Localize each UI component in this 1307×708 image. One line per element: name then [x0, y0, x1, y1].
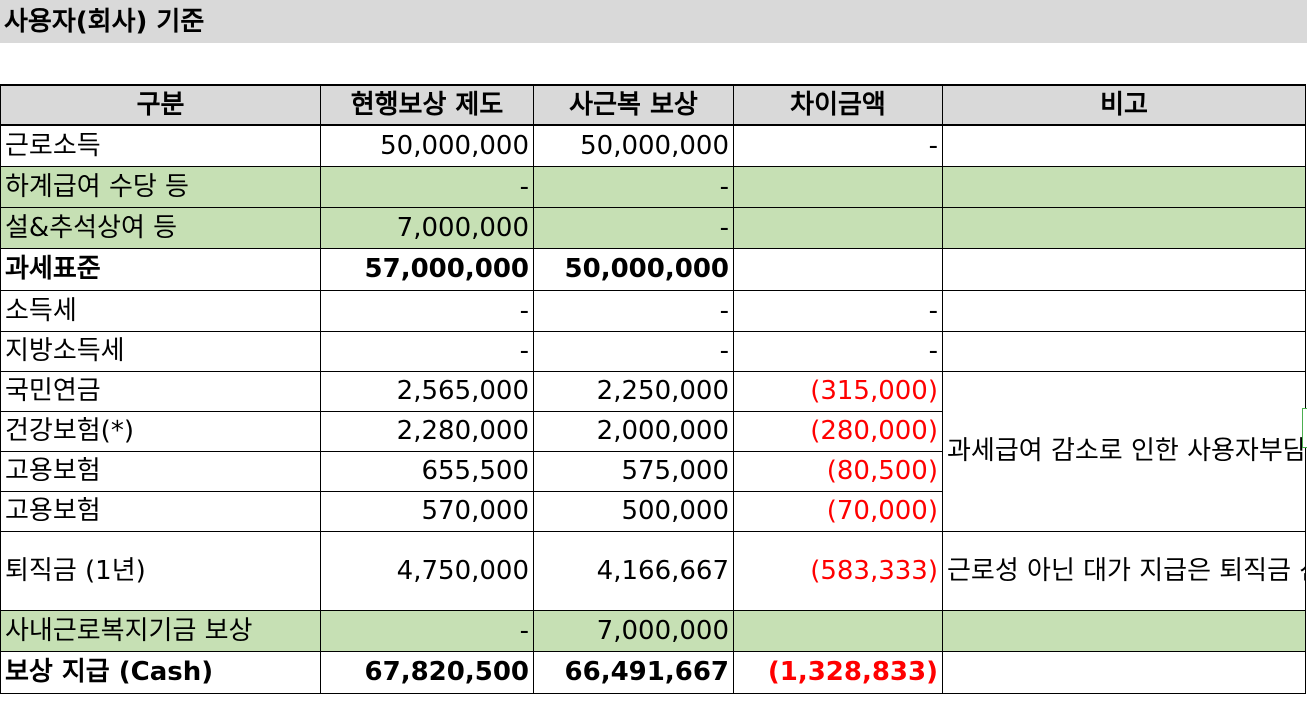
new-value[interactable]: 2,000,000 — [533, 410, 734, 452]
row-label[interactable]: 건강보험(*) — [0, 410, 321, 452]
row-label[interactable]: 보상 지급 (Cash) — [0, 650, 321, 694]
table-row: 근로소득 50,000,000 50,000,000 - — [0, 124, 1306, 167]
row-label[interactable]: 지방소득세 — [0, 330, 321, 372]
diff-value[interactable] — [733, 247, 943, 291]
new-value[interactable]: 50,000,000 — [533, 247, 734, 291]
row-label[interactable]: 근로소득 — [0, 124, 321, 167]
new-value[interactable]: 50,000,000 — [533, 124, 734, 167]
current-value[interactable]: 50,000,000 — [320, 124, 534, 167]
current-value[interactable]: 2,565,000 — [320, 370, 534, 412]
header-row: 구분 현행보상 제도 사근복 보상 차이금액 비고 — [0, 84, 1306, 126]
diff-value[interactable]: (70,000) — [733, 490, 943, 532]
current-value[interactable]: 570,000 — [320, 490, 534, 532]
compensation-table: 구분 현행보상 제도 사근복 보상 차이금액 비고 근로소득 50,000,00… — [0, 84, 1306, 694]
table-row: 국민연금 2,565,000 2,250,000 (315,000) 과세급여 … — [0, 370, 1306, 532]
new-value[interactable]: 7,000,000 — [533, 609, 734, 652]
current-value[interactable]: 4,750,000 — [320, 530, 534, 611]
note-cell[interactable] — [942, 124, 1306, 167]
note-cell[interactable] — [942, 289, 1306, 332]
header-new[interactable]: 사근복 보상 — [533, 84, 734, 126]
note-cell[interactable] — [942, 165, 1306, 208]
row-label[interactable]: 사내근로복지기금 보상 — [0, 609, 321, 652]
new-value[interactable]: - — [533, 330, 734, 372]
row-label[interactable]: 고용보험 — [0, 450, 321, 492]
new-value[interactable]: 500,000 — [533, 490, 734, 532]
new-value[interactable]: 2,250,000 — [533, 370, 734, 412]
table-row: 사내근로복지기금 보상 - 7,000,000 — [0, 609, 1306, 652]
row-label[interactable]: 소득세 — [0, 289, 321, 332]
row-label[interactable]: 퇴직금 (1년) — [0, 530, 321, 611]
header-note[interactable]: 비고 — [942, 84, 1306, 126]
current-value[interactable]: 655,500 — [320, 450, 534, 492]
table-row: 과세표준 57,000,000 50,000,000 — [0, 247, 1306, 291]
new-value[interactable]: - — [533, 206, 734, 249]
diff-value[interactable]: (315,000) — [733, 370, 943, 412]
row-label[interactable]: 설&추석상여 등 — [0, 206, 321, 249]
header-diff[interactable]: 차이금액 — [733, 84, 943, 126]
note-cell[interactable] — [942, 330, 1306, 372]
diff-value[interactable]: (583,333) — [733, 530, 943, 611]
new-value[interactable]: - — [533, 165, 734, 208]
diff-value[interactable]: - — [733, 289, 943, 332]
diff-value[interactable] — [733, 609, 943, 652]
current-value[interactable]: - — [320, 609, 534, 652]
current-value[interactable]: 2,280,000 — [320, 410, 534, 452]
row-label[interactable]: 국민연금 — [0, 370, 321, 412]
sheet-title: 사용자(회사) 기준 — [4, 7, 205, 37]
diff-value[interactable]: - — [733, 124, 943, 167]
table-row: 하계급여 수당 등 - - — [0, 165, 1306, 208]
current-value[interactable]: - — [320, 165, 534, 208]
new-value[interactable]: - — [533, 289, 734, 332]
current-value[interactable]: 57,000,000 — [320, 247, 534, 291]
header-current[interactable]: 현행보상 제도 — [320, 84, 534, 126]
note-cell[interactable] — [942, 247, 1306, 291]
new-value[interactable]: 575,000 — [533, 450, 734, 492]
note-cell[interactable] — [942, 206, 1306, 249]
note-cell[interactable] — [942, 650, 1306, 694]
diff-value[interactable]: (280,000) — [733, 410, 943, 452]
diff-value[interactable]: - — [733, 330, 943, 372]
note-severance[interactable]: 근로성 아닌 대가 지급은 퇴직금 산정대상 X — [942, 530, 1306, 611]
note-insurance[interactable]: 과세급여 감소로 인한 사용자부담분 4대보험료 감소 — [942, 370, 1306, 532]
cell-selection-edge — [1302, 408, 1307, 448]
table-row: 지방소득세 - - - — [0, 330, 1306, 372]
current-value[interactable]: - — [320, 330, 534, 372]
header-category[interactable]: 구분 — [0, 84, 321, 126]
current-value[interactable]: 67,820,500 — [320, 650, 534, 694]
current-value[interactable]: - — [320, 289, 534, 332]
row-label[interactable]: 하계급여 수당 등 — [0, 165, 321, 208]
diff-value[interactable]: (80,500) — [733, 450, 943, 492]
new-value[interactable]: 4,166,667 — [533, 530, 734, 611]
row-label[interactable]: 과세표준 — [0, 247, 321, 291]
new-value[interactable]: 66,491,667 — [533, 650, 734, 694]
current-value[interactable]: 7,000,000 — [320, 206, 534, 249]
note-cell[interactable] — [942, 609, 1306, 652]
title-bar: 사용자(회사) 기준 — [0, 0, 1307, 43]
diff-value[interactable] — [733, 165, 943, 208]
table-row: 설&추석상여 등 7,000,000 - — [0, 206, 1306, 249]
table-row: 고용보험 570,000 500,000 (70,000) — [0, 490, 1306, 532]
diff-value[interactable]: (1,328,833) — [733, 650, 943, 694]
row-label[interactable]: 고용보험 — [0, 490, 321, 532]
table-row: 소득세 - - - — [0, 289, 1306, 332]
table-row: 보상 지급 (Cash) 67,820,500 66,491,667 (1,32… — [0, 650, 1306, 694]
table-row: 퇴직금 (1년) 4,750,000 4,166,667 (583,333) 근… — [0, 530, 1306, 611]
diff-value[interactable] — [733, 206, 943, 249]
